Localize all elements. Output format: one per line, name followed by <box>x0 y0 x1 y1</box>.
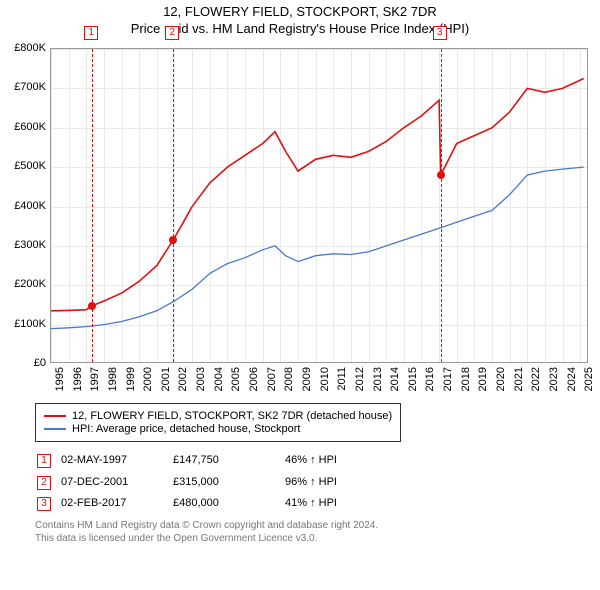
title-line1: 12, FLOWERY FIELD, STOCKPORT, SK2 7DR <box>0 4 600 19</box>
legend-swatch-property <box>44 415 66 417</box>
event-delta-1: 46% ↑ HPI <box>285 451 345 471</box>
x-tick-label: 2002 <box>177 367 189 391</box>
event-delta-3: 41% ↑ HPI <box>285 494 345 514</box>
x-tick-label: 2013 <box>372 367 384 391</box>
legend-label-hpi: HPI: Average price, detached house, Stoc… <box>72 423 301 435</box>
x-tick-label: 2005 <box>230 367 242 391</box>
x-tick-label: 1998 <box>107 367 119 391</box>
x-tick-label: 2011 <box>336 367 348 391</box>
x-tick-label: 2019 <box>477 367 489 391</box>
x-tick-label: 1999 <box>125 367 137 391</box>
event-line-1 <box>92 49 93 362</box>
x-tick-label: 2001 <box>160 367 172 391</box>
footer-line2: This data is licensed under the Open Gov… <box>35 532 378 545</box>
x-tick-label: 2007 <box>266 367 278 391</box>
x-tick-label: 2012 <box>354 367 366 391</box>
x-tick-label: 1997 <box>89 367 101 391</box>
x-tick-label: 2006 <box>248 367 260 391</box>
x-tick-label: 1995 <box>54 367 66 391</box>
x-tick-label: 2003 <box>195 367 207 391</box>
event-row-badge-3: 3 <box>37 497 51 511</box>
event-price-2: £315,000 <box>173 473 283 493</box>
x-tick-label: 2020 <box>495 367 507 391</box>
x-tick-label: 2022 <box>530 367 542 391</box>
legend: 12, FLOWERY FIELD, STOCKPORT, SK2 7DR (d… <box>35 403 401 442</box>
x-tick-label: 1996 <box>72 367 84 391</box>
event-row-badge-1: 1 <box>37 454 51 468</box>
x-tick-label: 2023 <box>548 367 560 391</box>
y-tick-label: £700K <box>0 81 46 93</box>
event-date-2: 07-DEC-2001 <box>61 473 171 493</box>
events-table: 1 02-MAY-1997£147,75046% ↑ HPI 2 07-DEC-200… <box>35 449 347 516</box>
x-tick-label: 2010 <box>319 367 331 391</box>
chart-lines <box>51 49 589 364</box>
footer-note: Contains HM Land Registry data © Crown c… <box>35 519 378 545</box>
x-tick-label: 2018 <box>460 367 472 391</box>
event-price-1: £147,750 <box>173 451 283 471</box>
y-tick-label: £600K <box>0 121 46 133</box>
event-row-1: 1 02-MAY-1997£147,75046% ↑ HPI <box>37 451 345 471</box>
event-badge-2: 2 <box>165 26 179 40</box>
event-marker-3 <box>437 171 445 179</box>
event-marker-1 <box>88 302 96 310</box>
x-tick-label: 2004 <box>213 367 225 391</box>
y-tick-label: £800K <box>0 42 46 54</box>
event-line-2 <box>173 49 174 362</box>
event-marker-2 <box>169 236 177 244</box>
legend-swatch-hpi <box>44 428 66 430</box>
event-row-2: 2 07-DEC-2001£315,00096% ↑ HPI <box>37 473 345 493</box>
x-tick-label: 2009 <box>301 367 313 391</box>
y-tick-label: £500K <box>0 160 46 172</box>
chart-container: 12, FLOWERY FIELD, STOCKPORT, SK2 7DR Pr… <box>0 0 600 590</box>
event-date-3: 02-FEB-2017 <box>61 494 171 514</box>
event-line-3 <box>441 49 442 362</box>
event-price-3: £480,000 <box>173 494 283 514</box>
x-tick-label: 2000 <box>142 367 154 391</box>
y-tick-label: £0 <box>0 357 46 369</box>
x-tick-label: 2024 <box>566 367 578 391</box>
event-badge-3: 3 <box>433 26 447 40</box>
legend-row-hpi: HPI: Average price, detached house, Stoc… <box>44 423 392 435</box>
legend-label-property: 12, FLOWERY FIELD, STOCKPORT, SK2 7DR (d… <box>72 410 392 422</box>
y-tick-label: £300K <box>0 239 46 251</box>
x-tick-label: 2021 <box>513 367 525 391</box>
series-line-property <box>51 79 584 311</box>
y-tick-label: £200K <box>0 278 46 290</box>
legend-row-property: 12, FLOWERY FIELD, STOCKPORT, SK2 7DR (d… <box>44 410 392 422</box>
x-tick-label: 2015 <box>407 367 419 391</box>
x-tick-label: 2014 <box>389 367 401 391</box>
series-line-hpi <box>51 167 584 329</box>
x-tick-label: 2008 <box>283 367 295 391</box>
event-date-1: 02-MAY-1997 <box>61 451 171 471</box>
y-tick-label: £400K <box>0 200 46 212</box>
x-tick-label: 2025 <box>583 367 595 391</box>
event-row-badge-2: 2 <box>37 476 51 490</box>
x-tick-label: 2017 <box>442 367 454 391</box>
chart-plot-area <box>50 48 588 363</box>
event-delta-2: 96% ↑ HPI <box>285 473 345 493</box>
y-tick-label: £100K <box>0 318 46 330</box>
x-tick-label: 2016 <box>424 367 436 391</box>
event-badge-1: 1 <box>84 26 98 40</box>
footer-line1: Contains HM Land Registry data © Crown c… <box>35 519 378 532</box>
event-row-3: 3 02-FEB-2017£480,00041% ↑ HPI <box>37 494 345 514</box>
